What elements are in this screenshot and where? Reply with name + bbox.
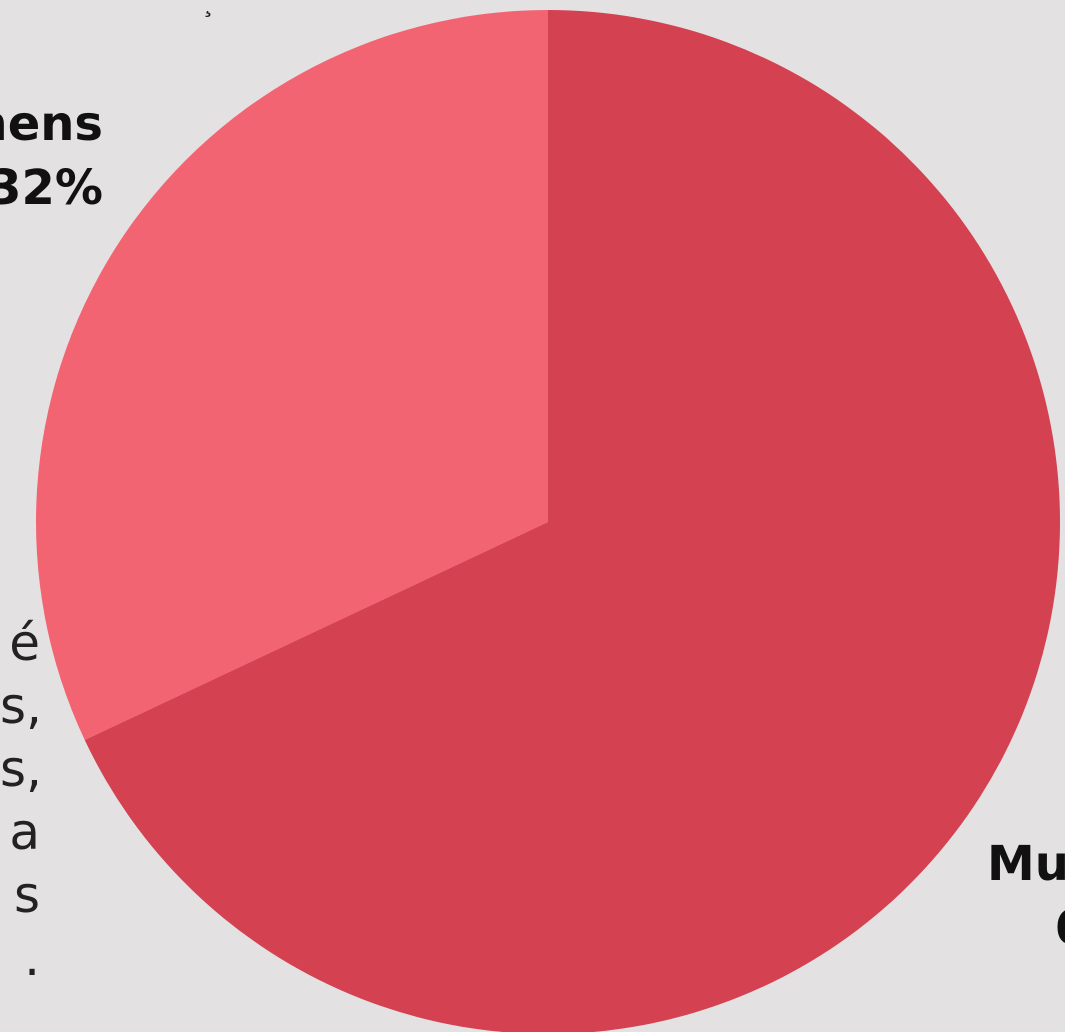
slice-label-mulheres: Mulheres 68% [987, 832, 1065, 960]
slice-label-name: Mulheres [987, 836, 1065, 892]
side-text-line: . [24, 929, 40, 987]
slice-label-name: Homens [0, 96, 103, 152]
side-text-line: s [13, 866, 40, 924]
slice-label-homens: Homens 32% [0, 92, 103, 220]
side-text-line: a [9, 803, 40, 861]
side-text-line: é [9, 614, 40, 672]
side-text-fragment: é s, s, a s . [0, 612, 42, 990]
pie-slice-homens [36, 10, 549, 740]
side-text-line: s, [0, 740, 42, 798]
side-text-line: s, [0, 677, 42, 735]
slice-label-value: 68% [987, 896, 1065, 960]
pie-slice-mulheres [84, 10, 1060, 1032]
slice-label-value: 32% [0, 160, 103, 216]
